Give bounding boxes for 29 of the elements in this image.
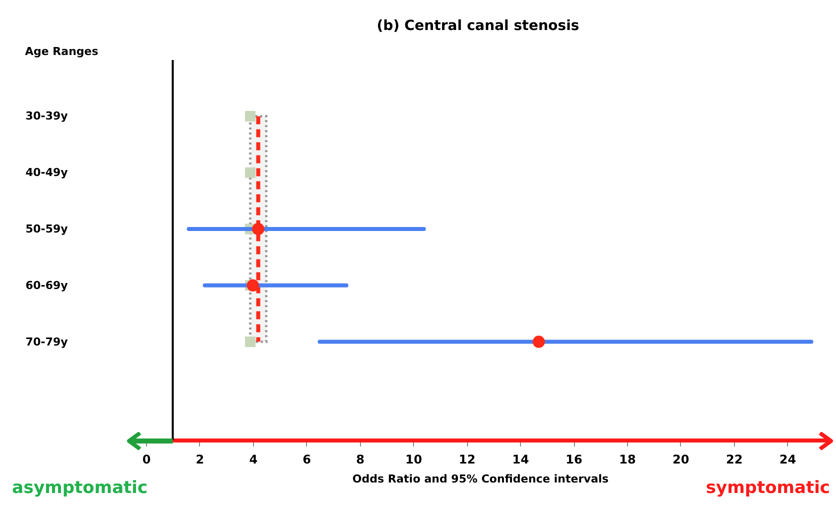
text: Age Ranges: [25, 45, 98, 58]
point: [252, 222, 264, 236]
y-tick-label: 60-69y: [26, 278, 68, 292]
x-tick-label: 0: [142, 452, 151, 466]
point: [244, 336, 256, 348]
x-tick-label: 14: [512, 452, 529, 466]
x-tick-label: 10: [405, 452, 422, 466]
x-tick-label: 2: [196, 452, 204, 466]
x-tick-label: 6: [302, 452, 312, 466]
x-tick-label: 20: [672, 452, 690, 466]
y-tick-label: 70-79y: [26, 335, 68, 348]
x-tick-label: 12: [458, 452, 476, 466]
x-axis-title: Odds Ratio and 95% Confidence intervals: [352, 472, 610, 486]
y-tick-label: 50-59y: [26, 222, 68, 236]
x-tick-label: 4: [249, 452, 258, 466]
y-tick-label: 30-39y: [26, 110, 68, 123]
point: [532, 336, 545, 348]
text: asymptomatic: [12, 478, 148, 498]
x-tick-label: 16: [566, 452, 582, 466]
y-tick-label: 40-49y: [26, 166, 68, 180]
point: [244, 167, 256, 178]
x-tick-label: 22: [726, 452, 743, 466]
chart-title: (b) Central canal stenosis: [376, 18, 580, 34]
point: [246, 279, 260, 292]
point: [244, 110, 256, 122]
x-tick-label: 24: [779, 452, 796, 466]
x-tick-label: 8: [356, 452, 364, 466]
x-tick-label: 18: [619, 452, 636, 466]
text: symptomatic: [706, 478, 830, 498]
